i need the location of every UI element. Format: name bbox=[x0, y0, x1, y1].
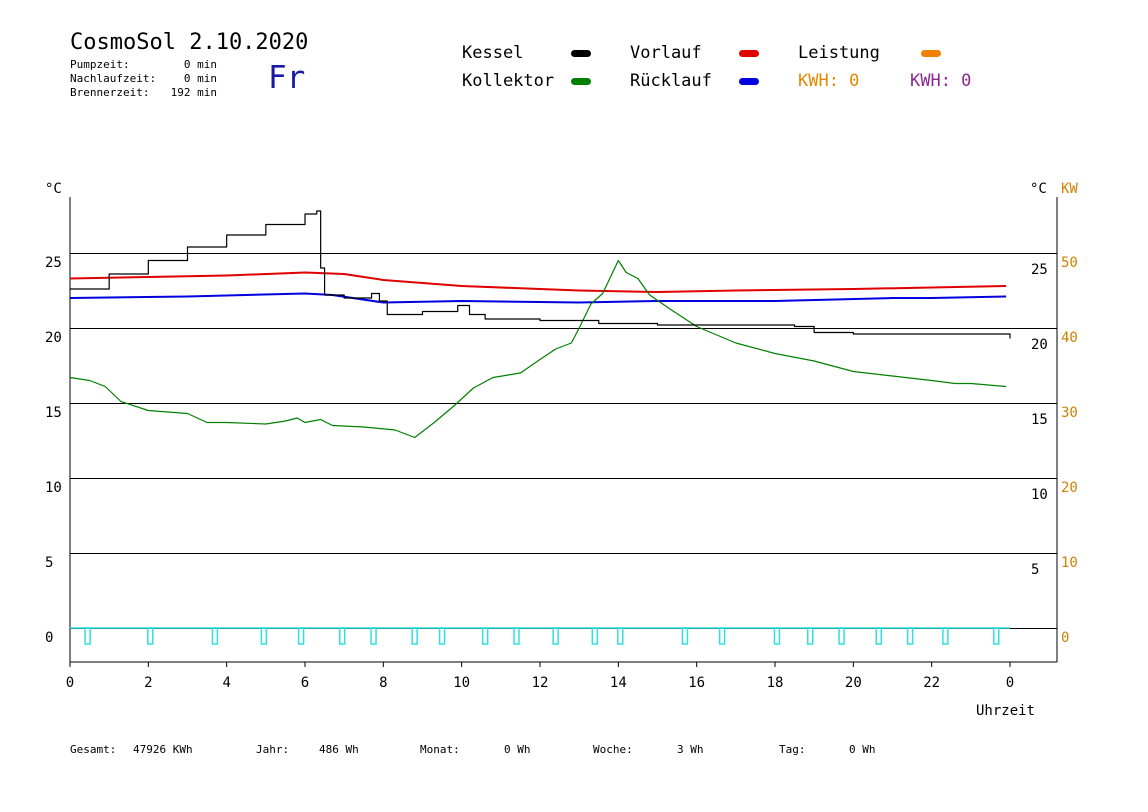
pump-marker-21 bbox=[942, 627, 949, 645]
x-tick-label-4: 8 bbox=[379, 675, 387, 691]
legend-swatch-kessel bbox=[571, 50, 591, 57]
stat-label-nachlaufzeit: Nachlaufzeit: bbox=[70, 72, 157, 85]
y-axis-label-right: °C bbox=[1030, 181, 1047, 197]
y-tick-right-kw-40: 40 bbox=[1061, 330, 1078, 346]
footer-label-tag: Tag: bbox=[779, 743, 806, 756]
pump-marker-12 bbox=[591, 627, 599, 645]
series-line-kessel bbox=[70, 210, 1011, 339]
x-tick-label-11: 22 bbox=[923, 675, 940, 691]
footer-value-gesamt: 47926 KWh bbox=[133, 743, 193, 756]
y2-axis-label: KW bbox=[1061, 181, 1078, 197]
x-tick-label-12: 0 bbox=[1006, 675, 1014, 691]
legend-label-kessel: Kessel bbox=[462, 43, 524, 63]
kwh-purple: KWH: 0 bbox=[910, 71, 972, 91]
y-tick-right-c-25: 25 bbox=[1031, 262, 1048, 278]
pump-marker-19 bbox=[875, 627, 883, 645]
pump-marker-22 bbox=[993, 627, 1000, 645]
series-line-ruecklauf bbox=[69, 292, 1007, 304]
series-line-vorlauf bbox=[69, 271, 1007, 293]
x-tick-label-1: 2 bbox=[144, 675, 152, 691]
footer-value-jahr: 486 Wh bbox=[319, 743, 359, 756]
pump-marker-10 bbox=[513, 627, 520, 645]
footer-label-gesamt: Gesamt: bbox=[70, 743, 117, 756]
y-tick-right-c-15: 15 bbox=[1031, 412, 1048, 428]
pump-marker-0 bbox=[84, 627, 91, 645]
pump-marker-9 bbox=[481, 627, 489, 645]
weekday-label: Fr bbox=[268, 60, 306, 96]
y-tick-right-kw-50: 50 bbox=[1061, 255, 1078, 271]
pump-marker-16 bbox=[773, 627, 781, 645]
stat-value-brennerzeit: 192 min bbox=[170, 86, 217, 99]
footer-label-monat: Monat: bbox=[420, 743, 460, 756]
y-tick-right-c-5: 5 bbox=[1031, 562, 1039, 578]
legend-label-kollektor: Kollektor bbox=[462, 71, 555, 91]
pump-marker-4 bbox=[297, 627, 305, 645]
x-tick-label-7: 14 bbox=[610, 675, 627, 691]
footer-label-jahr: Jahr: bbox=[256, 743, 290, 756]
pump-marker-2 bbox=[211, 627, 219, 645]
pump-marker-17 bbox=[807, 627, 814, 645]
legend-swatch-ruecklauf bbox=[739, 78, 759, 85]
footer-value-tag: 0 Wh bbox=[849, 743, 876, 756]
x-tick-label-8: 16 bbox=[688, 675, 705, 691]
pump-marker-1 bbox=[147, 627, 154, 645]
pump-marker-20 bbox=[906, 627, 914, 645]
y-tick-left-10: 10 bbox=[45, 480, 62, 496]
pump-marker-5 bbox=[338, 627, 346, 645]
pump-marker-13 bbox=[617, 627, 624, 645]
legend-swatch-kollektor bbox=[571, 78, 591, 85]
x-axis-label: Uhrzeit bbox=[976, 703, 1035, 719]
x-tick-label-3: 6 bbox=[301, 675, 309, 691]
y-tick-left-15: 15 bbox=[45, 405, 62, 421]
stat-label-brennerzeit: Brennerzeit: bbox=[70, 86, 150, 99]
pump-marker-14 bbox=[681, 627, 689, 645]
legend-label-vorlauf: Vorlauf bbox=[630, 43, 702, 63]
series-line-kollektor bbox=[69, 259, 1007, 439]
y-tick-right-kw-30: 30 bbox=[1061, 405, 1078, 421]
y-tick-right-c-10: 10 bbox=[1031, 487, 1048, 503]
footer-value-woche: 3 Wh bbox=[677, 743, 704, 756]
y-tick-right-c-20: 20 bbox=[1031, 337, 1048, 353]
pump-marker-8 bbox=[438, 627, 446, 645]
pump-marker-18 bbox=[838, 627, 845, 645]
x-tick-label-0: 0 bbox=[66, 675, 74, 691]
y-tick-right-kw-10: 10 bbox=[1061, 555, 1078, 571]
pump-marker-6 bbox=[370, 627, 377, 645]
legend-label-leistung: Leistung bbox=[798, 43, 880, 63]
y-tick-right-kw-0: 0 bbox=[1061, 630, 1069, 646]
kwh-orange: KWH: 0 bbox=[798, 71, 860, 91]
legend-swatch-leistung bbox=[921, 50, 941, 57]
y-tick-left-5: 5 bbox=[45, 555, 53, 571]
x-tick-label-2: 4 bbox=[222, 675, 230, 691]
legend-label-ruecklauf: Rücklauf bbox=[630, 71, 712, 91]
stat-value-pumpzeit: 0 min bbox=[183, 58, 217, 71]
chart-title: CosmoSol 2.10.2020 bbox=[70, 30, 309, 55]
y-axis-label-left: °C bbox=[45, 181, 62, 197]
x-tick-label-6: 12 bbox=[532, 675, 549, 691]
footer-label-woche: Woche: bbox=[593, 743, 633, 756]
y-tick-left-25: 25 bbox=[45, 255, 62, 271]
stat-value-nachlaufzeit: 0 min bbox=[183, 72, 217, 85]
pump-marker-7 bbox=[411, 627, 418, 645]
pump-marker-3 bbox=[260, 627, 268, 645]
y-tick-right-kw-20: 20 bbox=[1061, 480, 1078, 496]
x-tick-label-5: 10 bbox=[453, 675, 470, 691]
x-tick-label-10: 20 bbox=[845, 675, 862, 691]
y-tick-left-20: 20 bbox=[45, 330, 62, 346]
pump-marker-11 bbox=[552, 627, 559, 645]
x-tick-label-9: 18 bbox=[767, 675, 784, 691]
footer-value-monat: 0 Wh bbox=[504, 743, 531, 756]
stat-label-pumpzeit: Pumpzeit: bbox=[70, 58, 130, 71]
legend-swatch-vorlauf bbox=[739, 50, 759, 57]
pump-marker-15 bbox=[718, 627, 726, 645]
y-tick-left-0: 0 bbox=[45, 630, 53, 646]
